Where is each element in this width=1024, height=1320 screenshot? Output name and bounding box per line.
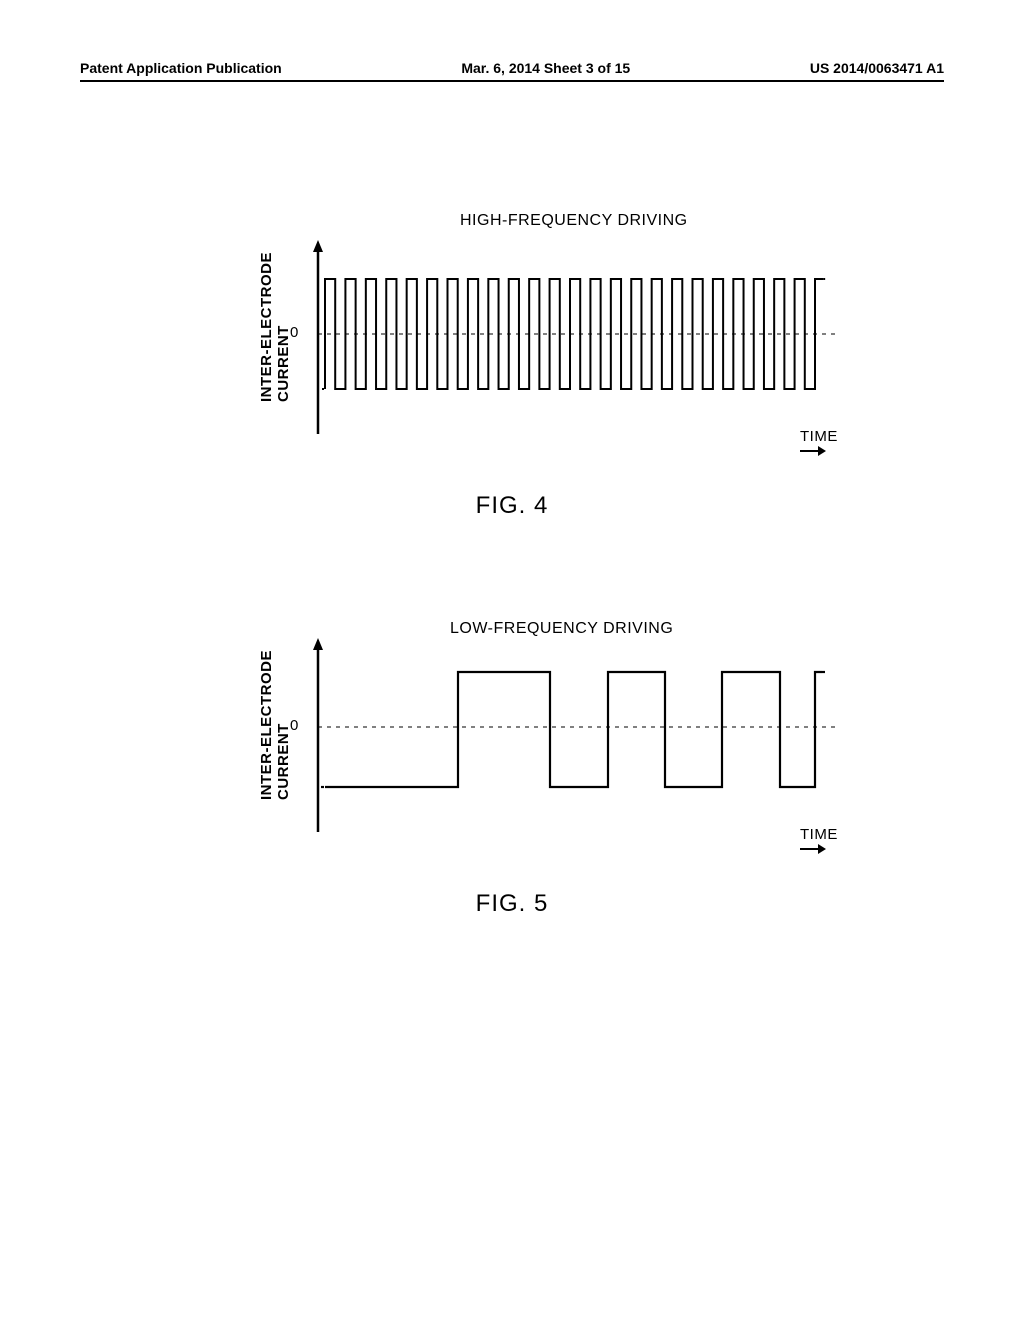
figure-4: INTER-ELECTRODE CURRENT HIGH-FREQUENCY D…	[80, 212, 944, 482]
header-right: US 2014/0063471 A1	[810, 60, 944, 76]
fig4-xlabel: TIME	[800, 428, 838, 457]
arrow-right-icon	[800, 445, 826, 457]
header-left: Patent Application Publication	[80, 60, 282, 76]
fig5-xlabel: TIME	[800, 826, 838, 855]
fig4-title: HIGH-FREQUENCY DRIVING	[460, 212, 688, 230]
page-header: Patent Application Publication Mar. 6, 2…	[80, 60, 944, 82]
fig4-zero: 0	[290, 324, 298, 341]
fig4-chart	[310, 234, 850, 444]
fig5-chart	[310, 632, 850, 842]
fig4-ylabel: INTER-ELECTRODE CURRENT	[258, 252, 292, 402]
fig5-ylabel: INTER-ELECTRODE CURRENT	[258, 650, 292, 800]
figure-5: INTER-ELECTRODE CURRENT LOW-FREQUENCY DR…	[80, 610, 944, 880]
arrow-right-icon	[800, 843, 826, 855]
fig4-caption: FIG. 4	[80, 492, 944, 520]
fig5-zero: 0	[290, 717, 298, 734]
header-mid: Mar. 6, 2014 Sheet 3 of 15	[461, 60, 630, 76]
fig5-caption: FIG. 5	[80, 890, 944, 918]
